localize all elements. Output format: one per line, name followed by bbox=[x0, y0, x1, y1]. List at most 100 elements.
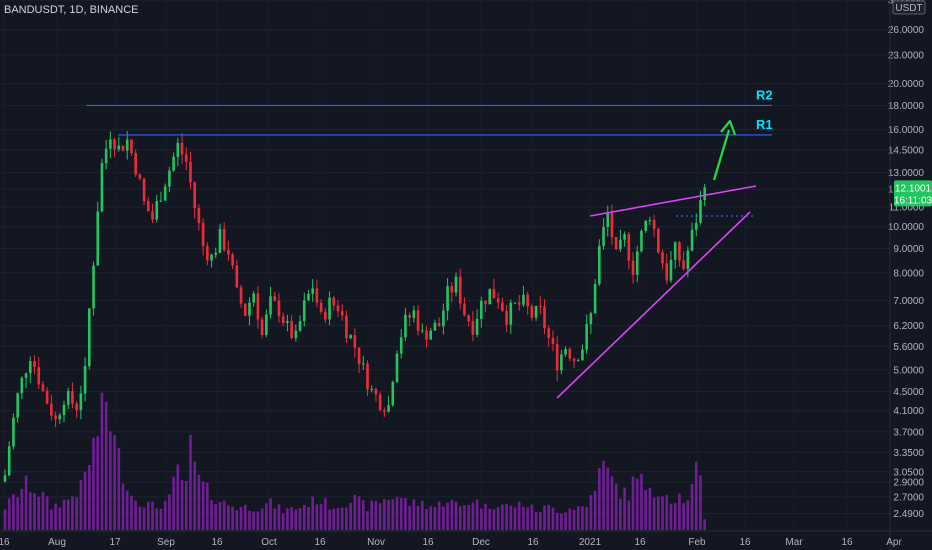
volume-bar bbox=[374, 501, 378, 530]
y-tick-label: 10.0000 bbox=[888, 222, 925, 233]
volume-bar bbox=[130, 495, 133, 530]
volume-bar bbox=[383, 499, 386, 530]
volume-bar bbox=[652, 497, 656, 530]
volume-bar bbox=[585, 507, 588, 530]
volume-bar bbox=[206, 482, 209, 530]
candle-body bbox=[155, 201, 159, 220]
candle-body bbox=[648, 219, 652, 221]
candle-body bbox=[307, 293, 310, 301]
volume-bar bbox=[235, 510, 239, 530]
candle-body bbox=[526, 294, 529, 307]
volume-bar bbox=[3, 509, 7, 530]
volume-bar bbox=[109, 431, 112, 530]
grid bbox=[0, 0, 890, 515]
volume-bar bbox=[602, 460, 605, 530]
y-tick-label: 16.0000 bbox=[888, 125, 925, 136]
candle-body bbox=[513, 302, 517, 304]
volume-bar bbox=[16, 497, 19, 530]
volume-bar bbox=[682, 503, 685, 530]
x-tick-label: 16 bbox=[0, 537, 10, 548]
volume-bar bbox=[265, 503, 268, 530]
volume-bar bbox=[210, 500, 213, 530]
candle-body bbox=[277, 300, 281, 317]
volume-bar bbox=[20, 488, 24, 530]
candle-body bbox=[517, 302, 521, 305]
volume-bar bbox=[513, 507, 517, 530]
candle-body bbox=[602, 226, 605, 246]
y-tick-label: 4.5000 bbox=[893, 387, 924, 398]
candle-body bbox=[505, 310, 508, 325]
currency-badge bbox=[892, 0, 926, 15]
candle-body bbox=[281, 316, 285, 324]
current-price-value: 12.1001 bbox=[895, 183, 932, 194]
volume-bar bbox=[163, 500, 167, 530]
volume-bar bbox=[614, 483, 618, 530]
candle-body bbox=[260, 319, 264, 335]
candle-body bbox=[75, 403, 78, 411]
y-tick-label: 2.7000 bbox=[893, 492, 924, 503]
volume-bar bbox=[189, 434, 192, 530]
x-tick-label: Sep bbox=[157, 537, 175, 548]
candle-body bbox=[501, 302, 504, 311]
volume-bar bbox=[222, 500, 226, 530]
candle-body bbox=[130, 139, 133, 154]
volume-bar bbox=[399, 497, 403, 530]
volume-bar bbox=[33, 493, 36, 530]
candle-body bbox=[564, 348, 567, 355]
y-tick-label: 18.0000 bbox=[888, 101, 925, 112]
volume-bar bbox=[657, 496, 660, 530]
candle-body bbox=[328, 297, 331, 320]
candle-body bbox=[488, 288, 492, 305]
candle-body bbox=[690, 229, 694, 251]
volume-bar bbox=[467, 504, 470, 530]
candle-body bbox=[479, 300, 483, 319]
volume-bar bbox=[564, 512, 567, 530]
volume-bar bbox=[484, 503, 487, 530]
volume-bar bbox=[530, 504, 534, 530]
candle-body bbox=[28, 361, 32, 374]
volume-bar bbox=[661, 496, 664, 530]
volume-bar bbox=[138, 506, 142, 530]
volume-bar bbox=[243, 504, 247, 530]
candle-body bbox=[475, 318, 479, 335]
volume-bar bbox=[83, 471, 87, 530]
candle-body bbox=[458, 276, 462, 304]
volume-bar bbox=[404, 497, 407, 530]
candle-body bbox=[117, 145, 121, 150]
candle-body bbox=[433, 322, 437, 331]
candle-body bbox=[673, 242, 677, 260]
candle-body bbox=[273, 296, 277, 301]
volume-bar bbox=[336, 507, 340, 530]
candle-body bbox=[290, 321, 293, 339]
candle-body bbox=[623, 234, 626, 240]
volume-bar bbox=[454, 501, 458, 530]
candle-body bbox=[142, 178, 146, 202]
wedge-lower-trendline[interactable] bbox=[556, 211, 751, 399]
volume-bar bbox=[416, 506, 420, 530]
candle-body bbox=[484, 300, 487, 305]
volume-bar bbox=[75, 497, 78, 530]
candle-body bbox=[214, 252, 218, 255]
candle-body bbox=[644, 220, 647, 231]
volume-bar bbox=[463, 505, 466, 530]
volume-bar bbox=[690, 484, 694, 530]
volume-bar bbox=[349, 502, 352, 530]
time-axis[interactable]: 16 Aug 17 Sep 16 Oct 16 Nov 16 Dec 16 2021 16 Feb 16 Ma… bbox=[0, 537, 902, 548]
y-tick-label: 8.0000 bbox=[893, 268, 924, 279]
target-arrow-shaft[interactable] bbox=[712, 129, 731, 181]
candle-body bbox=[665, 263, 669, 281]
candle-body bbox=[606, 213, 610, 227]
x-tick-label: Nov bbox=[367, 537, 385, 548]
candle-body bbox=[83, 366, 87, 394]
candle-body bbox=[151, 211, 154, 220]
volume-bar bbox=[517, 501, 521, 530]
candle-body bbox=[222, 228, 226, 250]
wedge-upper-trendline[interactable] bbox=[589, 185, 757, 217]
candle-body bbox=[370, 389, 374, 391]
x-tick-label: 16 bbox=[422, 537, 434, 548]
volume-bar bbox=[227, 505, 230, 530]
candle-body bbox=[239, 287, 243, 304]
candle-body bbox=[96, 211, 100, 266]
volume-bar bbox=[104, 401, 108, 530]
